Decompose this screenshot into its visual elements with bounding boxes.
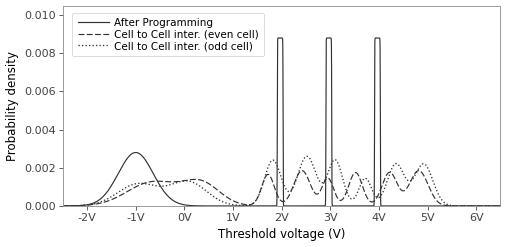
Legend: After Programming, Cell to Cell inter. (even cell), Cell to Cell inter. (odd cel: After Programming, Cell to Cell inter. (… xyxy=(72,13,264,56)
X-axis label: Threshold voltage (V): Threshold voltage (V) xyxy=(218,228,344,242)
Y-axis label: Probability density: Probability density xyxy=(6,51,19,161)
